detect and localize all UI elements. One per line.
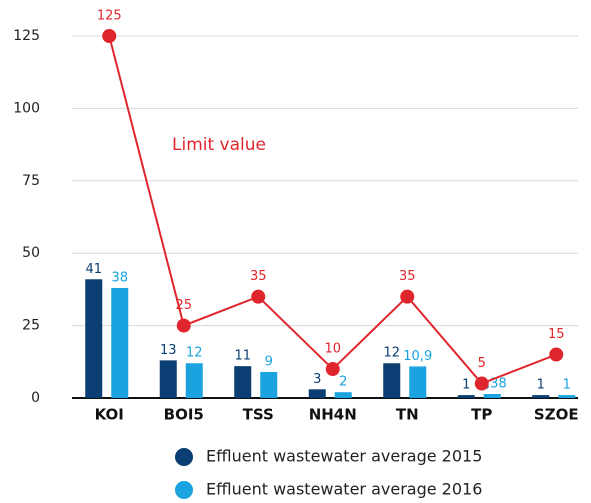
bar <box>159 360 177 398</box>
value-label: 10,9 <box>403 349 432 364</box>
value-label: 1 <box>537 378 545 393</box>
x-tick-label: NH4N <box>309 406 357 424</box>
limit-point <box>549 347 564 362</box>
y-tick-label: 100 <box>13 100 40 116</box>
bar <box>457 395 475 398</box>
value-label: 12 <box>186 346 203 361</box>
x-tick-label: TP <box>471 406 492 424</box>
bar <box>334 392 352 398</box>
limit-point <box>102 29 117 43</box>
y-tick-label: 75 <box>22 173 40 189</box>
bar <box>383 363 401 398</box>
limit-label: 125 <box>97 9 122 24</box>
legend-label: Effluent wastewater average 2016 <box>206 480 482 499</box>
value-label: 2 <box>339 375 347 390</box>
bar <box>409 366 427 398</box>
bar <box>185 363 203 398</box>
limit-point <box>474 376 489 391</box>
value-label: 11 <box>234 349 251 364</box>
value-label: 41 <box>85 262 102 277</box>
bar <box>234 366 252 398</box>
value-label: 9 <box>265 354 273 369</box>
bar <box>260 371 278 398</box>
legend-marker <box>175 481 193 499</box>
bar <box>558 395 576 398</box>
legend-marker <box>175 448 193 466</box>
y-tick-label: 125 <box>13 28 40 44</box>
bar <box>532 395 550 398</box>
x-tick-label: KOI <box>95 406 124 424</box>
value-label: 1 <box>462 378 470 393</box>
limit-label: 35 <box>399 269 416 284</box>
y-tick-label: 25 <box>22 318 40 334</box>
bar <box>111 287 129 398</box>
limit-label: 10 <box>324 342 341 357</box>
bar <box>85 279 103 398</box>
x-tick-label: TSS <box>243 406 274 424</box>
bar <box>483 394 501 398</box>
value-label: 1 <box>563 378 571 393</box>
x-tick-label: TN <box>396 406 419 424</box>
limit-label: 15 <box>548 327 565 342</box>
bar <box>308 389 326 398</box>
y-tick-label: 50 <box>22 245 40 261</box>
value-label: 3 <box>313 372 321 387</box>
limit-point <box>251 289 266 304</box>
limit-label: 25 <box>175 298 192 313</box>
annotation: Limit value <box>172 135 266 155</box>
limit-line <box>108 35 557 385</box>
value-label: 38 <box>111 270 128 285</box>
limit-label: 5 <box>478 356 486 371</box>
legend-label: Effluent wastewater average 2015 <box>206 447 482 466</box>
limit-point <box>325 362 340 377</box>
limit-point <box>400 289 415 304</box>
limit-point <box>176 318 191 333</box>
value-label: 12 <box>383 346 400 361</box>
value-label: 13 <box>160 343 177 358</box>
limit-label: 35 <box>250 269 267 284</box>
x-tick-label: SZOE <box>534 406 579 424</box>
x-tick-label: BOI5 <box>164 406 204 424</box>
y-tick-label: 0 <box>31 390 40 406</box>
